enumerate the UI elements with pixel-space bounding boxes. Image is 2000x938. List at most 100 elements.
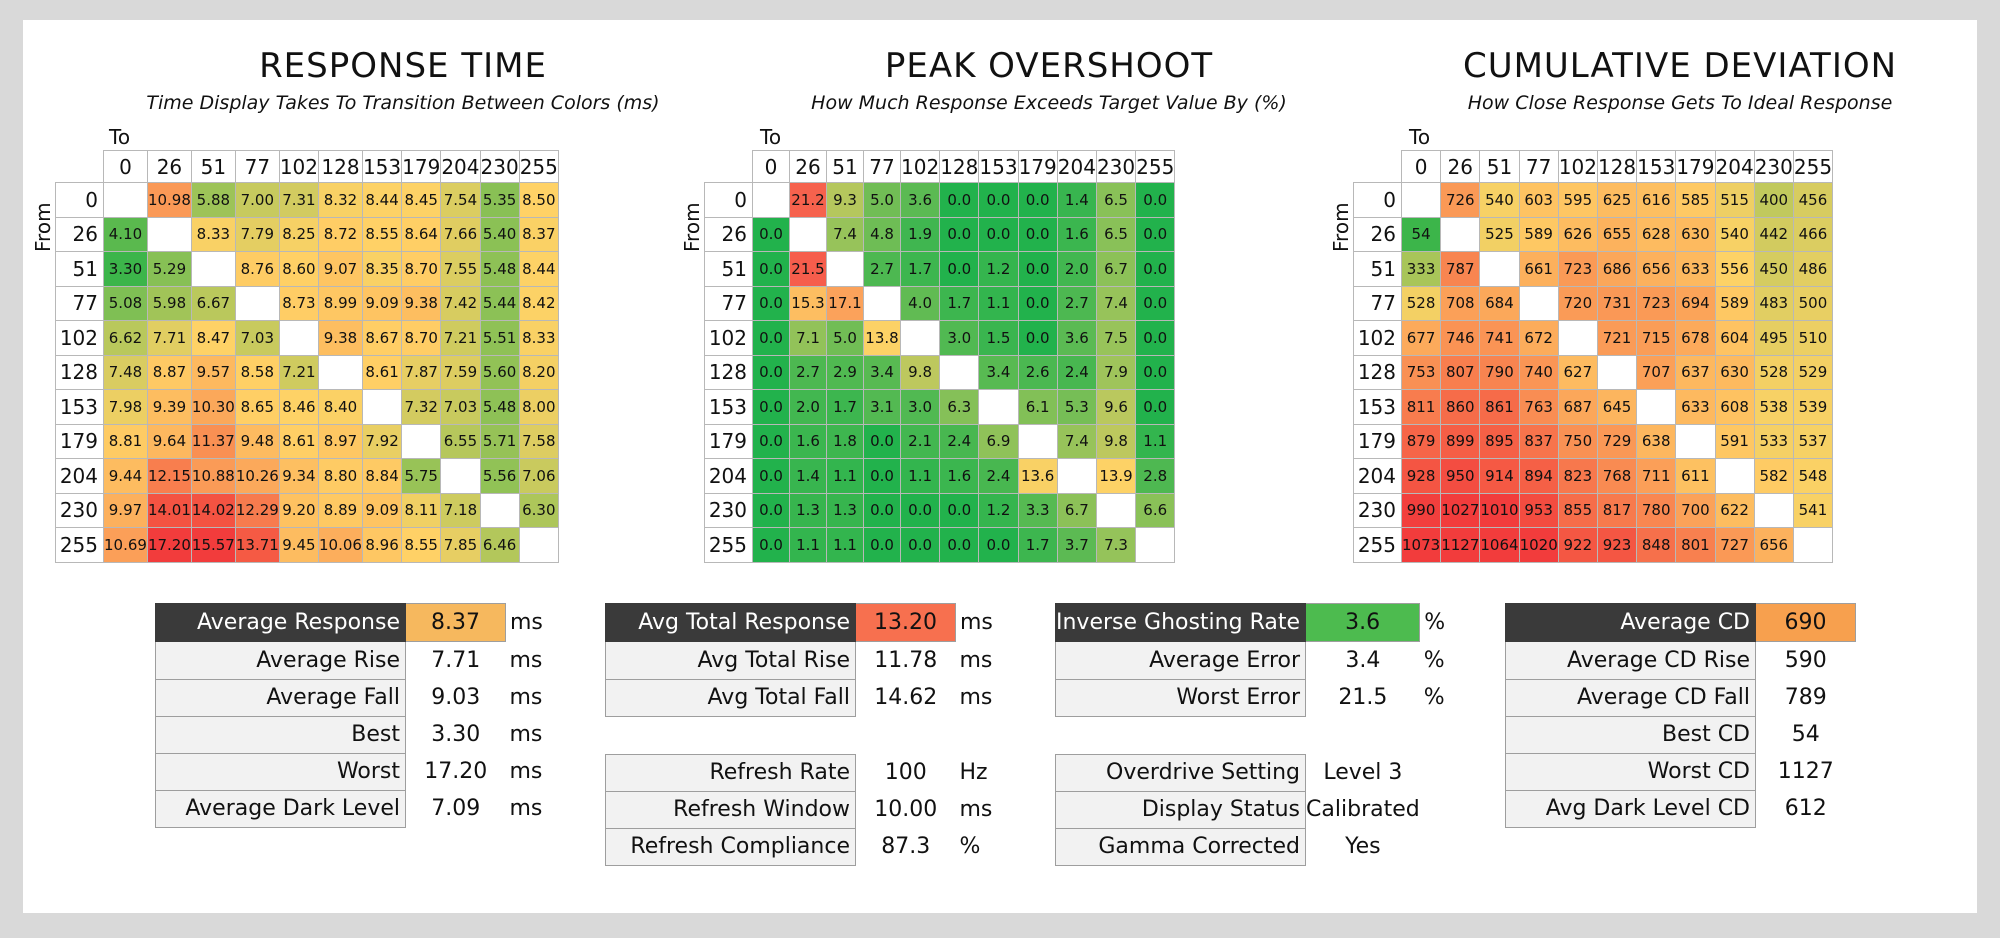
heatmap-cell: 0.0 (939, 527, 980, 563)
heatmap-cell (899, 320, 941, 356)
heatmap-cell: 15.57 (190, 527, 236, 563)
heatmap-cell: 548 (1792, 458, 1834, 494)
heatmap-cell: 0.0 (1135, 251, 1176, 287)
heatmap-cell: 5.29 (146, 251, 192, 287)
heatmap-cell: 8.97 (318, 423, 363, 459)
heatmap-cell: 8.96 (361, 527, 403, 563)
stats-row: Average Rise 7.71 ms (155, 641, 566, 680)
stat-unit (1856, 716, 1916, 753)
panel-subtitle-response-time: Time Display Takes To Transition Between… (146, 92, 660, 114)
to-label: To (109, 125, 131, 149)
report-card: RESPONSE TIME Time Display Takes To Tran… (23, 20, 1977, 913)
heatmap-cell: 1.1 (826, 458, 864, 494)
row-header: 128 (55, 354, 104, 390)
heatmap-cell (1596, 354, 1638, 390)
heatmap-cell: 879 (1400, 423, 1442, 459)
panel-title-cumulative-deviation: CUMULATIVE DEVIATION (1462, 46, 1898, 86)
stats-row: Worst Error 21.5% (1054, 678, 1480, 717)
heatmap-cell: 7.03 (234, 320, 280, 356)
heatmap-cell: 7.66 (440, 216, 481, 252)
stats-row: Refresh Rate 100 Hz (605, 753, 1016, 792)
stats-row: Avg Total Response 13.20 ms (605, 603, 1016, 642)
heatmap-cell: 7.1 (789, 320, 827, 356)
heatmap-cell: 8.70 (401, 251, 442, 287)
heatmap-cell: 817 (1596, 492, 1638, 528)
heatmap-cell: 1.6 (789, 423, 827, 459)
heatmap-cell: 928 (1400, 458, 1442, 494)
stat-label: Refresh Compliance (605, 827, 856, 866)
heatmap-cell: 711 (1636, 458, 1677, 494)
heatmap-cell: 0.0 (1135, 182, 1176, 218)
stats-row: Average CD Fall 789 (1505, 678, 1916, 717)
stat-label: Worst Error (1054, 678, 1307, 717)
heatmap-cell: 0.0 (752, 527, 790, 563)
heatmap-cell: 5.3 (1056, 389, 1097, 425)
heatmap-cell: 6.9 (978, 423, 1019, 459)
heatmap-cell: 790 (1479, 354, 1520, 390)
heatmap-cell: 8.33 (518, 320, 559, 356)
heatmap-cell: 8.84 (361, 458, 403, 494)
heatmap-cell: 8.60 (278, 251, 320, 287)
heatmap-cell: 8.20 (518, 354, 559, 390)
column-header: 153 (361, 150, 403, 183)
heatmap-cell: 626 (1557, 216, 1598, 252)
column-header: 153 (1636, 150, 1677, 183)
heatmap-cell: 811 (1400, 389, 1442, 425)
heatmap-cumulative-deviation: 0 26 51 77 102 128 153 179 204 230 255 0 726 540 603 59… (1353, 150, 1834, 563)
heatmap-cell: 500 (1792, 285, 1834, 321)
stat-unit (1856, 753, 1916, 790)
heatmap-cell (863, 285, 901, 321)
stat-unit: ms (960, 610, 993, 635)
heatmap-cell: 8.55 (401, 527, 442, 563)
stats-row: Best CD 54 (1505, 715, 1916, 754)
heatmap-cell: 541 (1792, 492, 1834, 528)
heatmap-corner (705, 151, 753, 183)
heatmap-cell: 611 (1675, 458, 1716, 494)
heatmap-cell: 0.0 (978, 216, 1019, 252)
heatmap-cell: 715 (1636, 320, 1677, 356)
heatmap-cell: 8.58 (234, 354, 280, 390)
heatmap-cell: 9.6 (1095, 389, 1137, 425)
heatmap-cell: 5.48 (479, 251, 520, 287)
heatmap-cell: 9.20 (278, 492, 320, 528)
heatmap-cell: 6.3 (939, 389, 980, 425)
heatmap-cell: 585 (1675, 182, 1716, 218)
heatmap-cell: 1073 (1400, 527, 1442, 563)
row-header: 0 (1353, 182, 1402, 218)
heatmap-cell: 9.48 (234, 423, 280, 459)
heatmap-cell (440, 458, 481, 494)
heatmap-cell: 645 (1596, 389, 1638, 425)
stat-value: 7.09 (431, 796, 481, 821)
heatmap-cell: 622 (1714, 492, 1755, 528)
stats-row: Average Error 3.4% (1054, 641, 1480, 680)
heatmap-cell: 0.0 (939, 251, 980, 287)
heatmap-cell: 726 (1440, 182, 1481, 218)
heatmap-cell: 3.0 (899, 389, 941, 425)
heatmap-cell: 3.4 (863, 354, 901, 390)
stats-row: Average Fall 9.03 ms (155, 678, 566, 717)
heatmap-cell: 5.88 (190, 182, 236, 218)
heatmap-cell: 0.0 (752, 285, 790, 321)
row-header: 153 (704, 389, 753, 425)
panel-title-peak-overshoot: PEAK OVERSHOOT (884, 46, 1214, 86)
stat-unit: % (1423, 647, 1445, 673)
heatmap-cell: 6.5 (1095, 216, 1137, 252)
column-header: 255 (1792, 150, 1834, 183)
heatmap-cell: 848 (1636, 527, 1677, 563)
heatmap-cell: 529 (1792, 354, 1834, 390)
heatmap-cell: 3.6 (1056, 320, 1097, 356)
stat-value: 21.5 (1338, 685, 1388, 710)
heatmap-cell (939, 354, 980, 390)
heatmap-cell: 2.7 (1056, 285, 1097, 321)
heatmap-cell: 1.1 (1135, 423, 1176, 459)
stat-label: Average Fall (155, 678, 406, 717)
row-header: 255 (55, 527, 104, 563)
heatmap-cell: 9.38 (318, 320, 363, 356)
heatmap-cell: 7.71 (146, 320, 192, 356)
heatmap-cell (1056, 458, 1097, 494)
heatmap-cell: 633 (1675, 251, 1716, 287)
heatmap-cell (1714, 458, 1755, 494)
heatmap-cell: 8.89 (318, 492, 363, 528)
row-header: 51 (55, 251, 104, 287)
heatmap-cell: 1.7 (826, 389, 864, 425)
